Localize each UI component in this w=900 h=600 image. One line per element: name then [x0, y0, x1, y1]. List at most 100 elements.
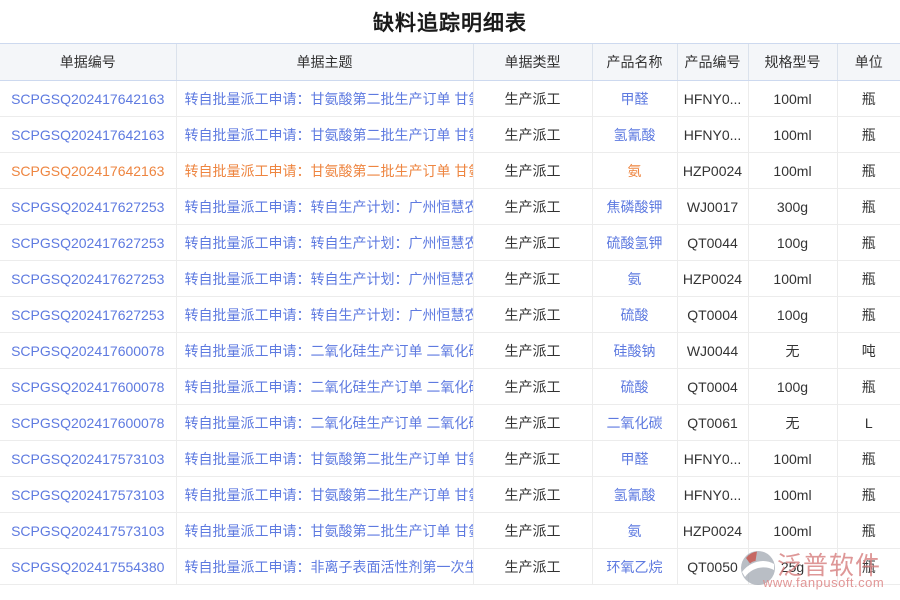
spec-cell: 100g	[747, 296, 837, 333]
product-name-link[interactable]: 甲醛	[591, 80, 677, 117]
doc-type-cell: 生产派工	[472, 512, 592, 549]
unit-cell: 瓶	[836, 512, 900, 549]
subject-link[interactable]: 转自批量派工申请：转自生产计划：广州恒慧农业生产计划	[175, 260, 473, 297]
spec-cell: 100ml	[747, 152, 837, 189]
doc-id-link[interactable]: SCPGSQ202417600078	[0, 368, 176, 405]
doc-id-link[interactable]: SCPGSQ202417600078	[0, 404, 176, 441]
table-row: SCPGSQ202417642163 转自批量派工申请：甘氨酸第二批生产订单 甘…	[0, 116, 900, 153]
table-row: SCPGSQ202417600078 转自批量派工申请：二氧化硅生产订单 二氧化…	[0, 368, 900, 405]
unit-cell: 瓶	[836, 368, 900, 405]
table-row: SCPGSQ202417627253 转自批量派工申请：转自生产计划：广州恒慧农…	[0, 296, 900, 333]
product-code-cell: WJ0017	[676, 188, 748, 225]
subject-link[interactable]: 转自批量派工申请：甘氨酸第二批生产订单 甘氨酸	[175, 80, 473, 117]
product-code-cell: HFNY0...	[676, 476, 748, 513]
doc-id-link[interactable]: SCPGSQ202417627253	[0, 296, 176, 333]
product-name-link[interactable]: 氨	[591, 152, 677, 189]
spec-cell: 无	[747, 404, 837, 441]
column-header-code: 产品编号	[676, 43, 748, 81]
doc-id-link[interactable]: SCPGSQ202417573103	[0, 512, 176, 549]
product-code-cell: QT0061	[676, 404, 748, 441]
spec-cell: 25g	[747, 548, 837, 585]
subject-link[interactable]: 转自批量派工申请：二氧化硅生产订单 二氧化硅	[175, 404, 473, 441]
unit-cell: L	[836, 404, 900, 441]
product-code-cell: HZP0024	[676, 512, 748, 549]
product-name-link[interactable]: 硫酸	[591, 368, 677, 405]
product-name-link[interactable]: 氢氰酸	[591, 116, 677, 153]
doc-id-link[interactable]: SCPGSQ202417642163	[0, 116, 176, 153]
unit-cell: 瓶	[836, 440, 900, 477]
table-row: SCPGSQ202417573103 转自批量派工申请：甘氨酸第二批生产订单 甘…	[0, 476, 900, 513]
doc-id-link[interactable]: SCPGSQ202417627253	[0, 224, 176, 261]
doc-type-cell: 生产派工	[472, 80, 592, 117]
table-row: SCPGSQ202417600078 转自批量派工申请：二氧化硅生产订单 二氧化…	[0, 404, 900, 441]
product-code-cell: QT0044	[676, 224, 748, 261]
column-header-doc-id: 单据编号	[0, 43, 176, 81]
doc-id-link[interactable]: SCPGSQ202417642163	[0, 80, 176, 117]
subject-link[interactable]: 转自批量派工申请：二氧化硅生产订单 二氧化硅	[175, 368, 473, 405]
shortage-tracking-table: 单据编号 单据主题 单据类型 产品名称 产品编号 规格型号 单位 SCPGSQ2…	[0, 43, 900, 585]
spec-cell: 100g	[747, 368, 837, 405]
product-name-link[interactable]: 氢氰酸	[591, 476, 677, 513]
product-name-link[interactable]: 硫酸	[591, 296, 677, 333]
column-header-doc-type: 单据类型	[472, 43, 592, 81]
doc-type-cell: 生产派工	[472, 548, 592, 585]
doc-type-cell: 生产派工	[472, 476, 592, 513]
table-row: SCPGSQ202417627253 转自批量派工申请：转自生产计划：广州恒慧农…	[0, 188, 900, 225]
product-name-link[interactable]: 氨	[591, 512, 677, 549]
subject-link[interactable]: 转自批量派工申请：甘氨酸第二批生产订单 甘氨酸	[175, 512, 473, 549]
column-header-product: 产品名称	[591, 43, 677, 81]
doc-id-link[interactable]: SCPGSQ202417627253	[0, 260, 176, 297]
doc-type-cell: 生产派工	[472, 296, 592, 333]
doc-type-cell: 生产派工	[472, 368, 592, 405]
table-row: SCPGSQ202417642163 转自批量派工申请：甘氨酸第二批生产订单 甘…	[0, 80, 900, 117]
unit-cell: 吨	[836, 332, 900, 369]
doc-type-cell: 生产派工	[472, 152, 592, 189]
spec-cell: 100ml	[747, 116, 837, 153]
column-header-subject: 单据主题	[175, 43, 473, 81]
subject-link[interactable]: 转自批量派工申请：转自生产计划：广州恒慧农业生产计划	[175, 296, 473, 333]
subject-link[interactable]: 转自批量派工申请：二氧化硅生产订单 二氧化硅	[175, 332, 473, 369]
product-name-link[interactable]: 二氧化碳	[591, 404, 677, 441]
spec-cell: 100ml	[747, 260, 837, 297]
doc-id-link[interactable]: SCPGSQ202417573103	[0, 440, 176, 477]
unit-cell: 瓶	[836, 548, 900, 585]
doc-type-cell: 生产派工	[472, 116, 592, 153]
page-title: 缺料追踪明细表	[373, 12, 527, 35]
spec-cell: 100g	[747, 224, 837, 261]
subject-link[interactable]: 转自批量派工申请：甘氨酸第二批生产订单 甘氨酸	[175, 152, 473, 189]
doc-id-link[interactable]: SCPGSQ202417554380	[0, 548, 176, 585]
subject-link[interactable]: 转自批量派工申请：甘氨酸第二批生产订单 甘氨酸	[175, 116, 473, 153]
spec-cell: 100ml	[747, 80, 837, 117]
table-row: SCPGSQ202417627253 转自批量派工申请：转自生产计划：广州恒慧农…	[0, 224, 900, 261]
product-code-cell: WJ0044	[676, 332, 748, 369]
doc-id-link[interactable]: SCPGSQ202417600078	[0, 332, 176, 369]
table-header: 单据编号 单据主题 单据类型 产品名称 产品编号 规格型号 单位	[0, 43, 900, 81]
product-code-cell: QT0004	[676, 368, 748, 405]
doc-id-link[interactable]: SCPGSQ202417627253	[0, 188, 176, 225]
spec-cell: 100ml	[747, 476, 837, 513]
subject-link[interactable]: 转自批量派工申请：甘氨酸第二批生产订单 甘氨酸	[175, 476, 473, 513]
product-name-link[interactable]: 氨	[591, 260, 677, 297]
subject-link[interactable]: 转自批量派工申请：转自生产计划：广州恒慧农业生产计划	[175, 224, 473, 261]
product-name-link[interactable]: 焦磷酸钾	[591, 188, 677, 225]
product-code-cell: HZP0024	[676, 260, 748, 297]
spec-cell: 100ml	[747, 512, 837, 549]
doc-id-link[interactable]: SCPGSQ202417573103	[0, 476, 176, 513]
doc-id-link[interactable]: SCPGSQ202417642163	[0, 152, 176, 189]
table-row: SCPGSQ202417573103 转自批量派工申请：甘氨酸第二批生产订单 甘…	[0, 512, 900, 549]
doc-type-cell: 生产派工	[472, 224, 592, 261]
table-row: SCPGSQ202417573103 转自批量派工申请：甘氨酸第二批生产订单 甘…	[0, 440, 900, 477]
unit-cell: 瓶	[836, 116, 900, 153]
unit-cell: 瓶	[836, 224, 900, 261]
product-name-link[interactable]: 环氧乙烷	[591, 548, 677, 585]
header-row: 单据编号 单据主题 单据类型 产品名称 产品编号 规格型号 单位	[0, 43, 900, 81]
table-body: SCPGSQ202417642163 转自批量派工申请：甘氨酸第二批生产订单 甘…	[0, 80, 900, 585]
subject-link[interactable]: 转自批量派工申请：甘氨酸第二批生产订单 甘氨酸	[175, 440, 473, 477]
subject-link[interactable]: 转自批量派工申请：转自生产计划：广州恒慧农业生产计划	[175, 188, 473, 225]
product-name-link[interactable]: 硫酸氢钾	[591, 224, 677, 261]
doc-type-cell: 生产派工	[472, 188, 592, 225]
product-name-link[interactable]: 甲醛	[591, 440, 677, 477]
doc-type-cell: 生产派工	[472, 440, 592, 477]
product-name-link[interactable]: 硅酸钠	[591, 332, 677, 369]
subject-link[interactable]: 转自批量派工申请：非离子表面活性剂第一次生产订单	[175, 548, 473, 585]
